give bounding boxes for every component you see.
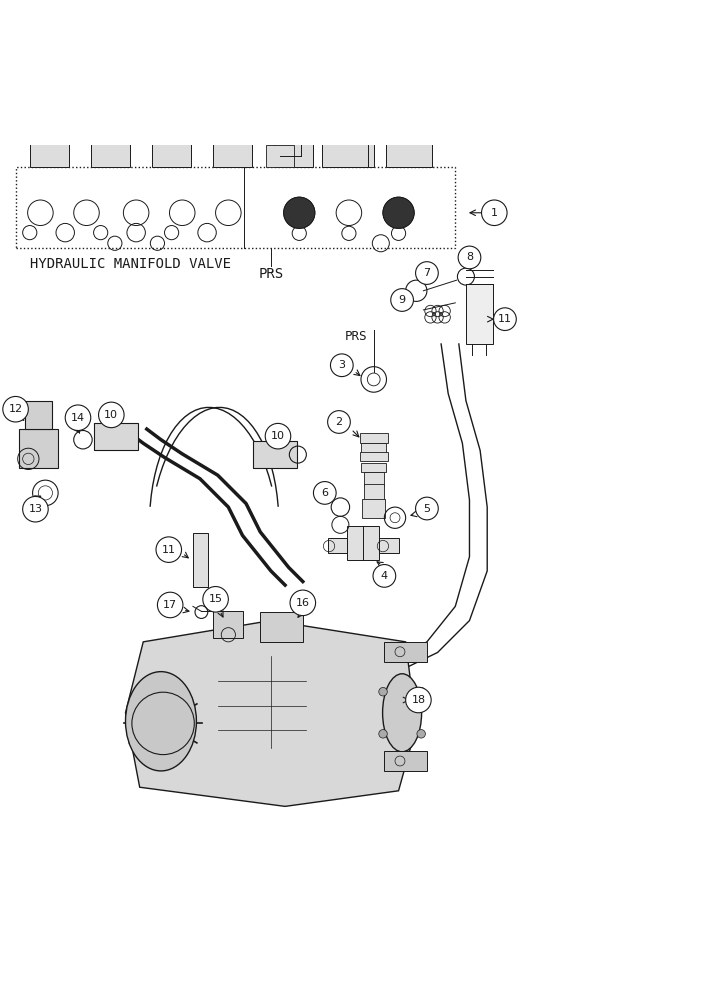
Bar [364, 484, 384, 500]
Text: 12: 12 [9, 404, 23, 414]
Text: 9: 9 [399, 295, 406, 305]
Text: 7: 7 [424, 268, 431, 278]
Bar [213, 611, 243, 638]
Polygon shape [125, 621, 417, 806]
Bar [93, 423, 137, 450]
Text: 15: 15 [209, 594, 223, 604]
Ellipse shape [382, 674, 422, 752]
Circle shape [373, 565, 396, 587]
Text: 11: 11 [162, 545, 176, 555]
Bar [384, 642, 427, 662]
Bar [221, 112, 243, 121]
Text: 10: 10 [271, 431, 285, 441]
Circle shape [493, 308, 516, 330]
Circle shape [156, 537, 182, 562]
Text: HYDRAULIC MANIFOLD VALVE: HYDRAULIC MANIFOLD VALVE [30, 257, 231, 271]
Bar [361, 463, 386, 472]
Text: PRS: PRS [345, 330, 367, 343]
Bar [25, 401, 52, 429]
Ellipse shape [125, 672, 197, 771]
Circle shape [417, 730, 425, 738]
Circle shape [458, 246, 481, 269]
Bar [328, 538, 347, 553]
Text: 11: 11 [498, 314, 512, 324]
Circle shape [391, 289, 414, 311]
Circle shape [98, 402, 124, 428]
Bar [360, 452, 388, 461]
Bar [160, 112, 182, 121]
Bar [362, 499, 385, 518]
Circle shape [417, 687, 425, 696]
Text: 10: 10 [105, 410, 118, 420]
Circle shape [383, 197, 414, 228]
Circle shape [416, 497, 439, 520]
Text: 17: 17 [163, 600, 177, 610]
Circle shape [23, 496, 48, 522]
Text: 2: 2 [335, 417, 342, 427]
Bar [38, 112, 60, 121]
Bar [30, 121, 69, 167]
Text: 13: 13 [28, 504, 43, 514]
Bar [273, 121, 313, 167]
Text: 8: 8 [466, 252, 473, 262]
Bar [330, 103, 357, 113]
Bar [343, 112, 365, 121]
Bar [282, 112, 303, 121]
Bar [360, 433, 388, 443]
Bar [193, 533, 209, 587]
Circle shape [330, 354, 353, 377]
Text: 4: 4 [381, 571, 388, 581]
Bar [266, 145, 294, 167]
Bar [393, 103, 422, 113]
Text: 14: 14 [71, 413, 85, 423]
Circle shape [290, 590, 315, 616]
Circle shape [406, 687, 431, 713]
Bar [384, 751, 427, 771]
Bar [335, 121, 374, 167]
Bar [99, 112, 120, 121]
Bar [90, 121, 130, 167]
Circle shape [481, 200, 507, 226]
Bar [379, 538, 399, 553]
Bar [364, 472, 384, 486]
Circle shape [313, 482, 336, 504]
Bar [253, 441, 297, 468]
Circle shape [265, 423, 290, 449]
Circle shape [283, 197, 315, 228]
Text: 5: 5 [424, 504, 431, 514]
Bar [466, 284, 493, 344]
Circle shape [66, 405, 90, 430]
Text: 16: 16 [295, 598, 310, 608]
Circle shape [328, 411, 350, 433]
Text: 18: 18 [412, 695, 426, 705]
Circle shape [379, 730, 387, 738]
Bar [213, 121, 252, 167]
Circle shape [203, 587, 229, 612]
Circle shape [379, 687, 387, 696]
Circle shape [3, 396, 28, 422]
Text: 3: 3 [338, 360, 345, 370]
Circle shape [416, 262, 439, 284]
Bar [323, 113, 368, 167]
Bar [261, 612, 303, 642]
Bar [16, 167, 455, 248]
Circle shape [157, 592, 183, 618]
Bar [19, 429, 58, 468]
Text: 6: 6 [321, 488, 328, 498]
Bar [347, 526, 379, 560]
Text: 1: 1 [491, 208, 498, 218]
Bar [386, 113, 432, 167]
Text: PRS: PRS [258, 267, 283, 281]
Bar [361, 443, 386, 454]
Bar [152, 121, 191, 167]
